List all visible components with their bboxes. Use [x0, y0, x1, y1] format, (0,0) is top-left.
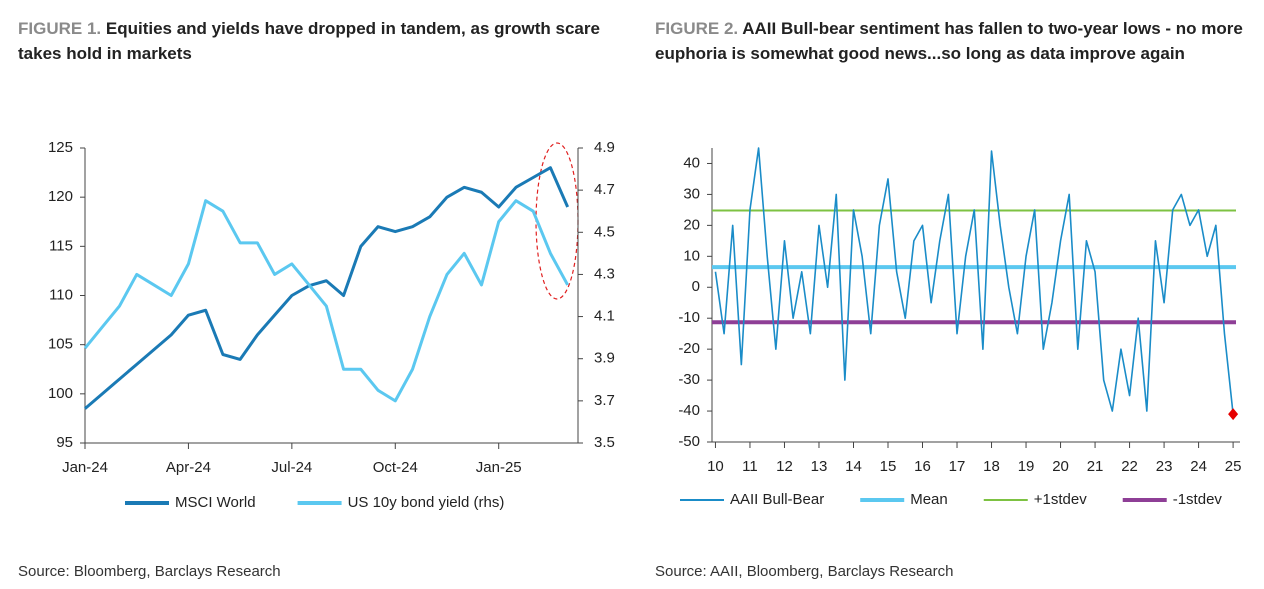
y2-tick-label: 4.1	[594, 308, 615, 325]
y-tick-label: -20	[678, 340, 700, 357]
x-tick-label: 21	[1087, 458, 1104, 475]
x-tick-label: 18	[983, 458, 1000, 475]
y-tick-label: -50	[678, 433, 700, 450]
x-tick-label: Apr-24	[166, 459, 211, 476]
y2-tick-label: 3.7	[594, 392, 615, 409]
x-tick-label: 14	[845, 458, 862, 475]
x-tick-label: Jul-24	[271, 459, 312, 476]
x-tick-label: 15	[880, 458, 897, 475]
figure-label: FIGURE 1.	[18, 19, 102, 38]
legend-label: +1stdev	[1034, 491, 1087, 508]
legend-label: AAII Bull-Bear	[730, 491, 824, 508]
y2-tick-label: 4.5	[594, 223, 615, 240]
y-tick-label: -40	[678, 402, 700, 419]
source: Source: AAII, Bloomberg, Barclays Resear…	[655, 563, 954, 580]
y-tick-label: -10	[678, 309, 700, 326]
y2-tick-label: 3.9	[594, 350, 615, 367]
x-tick-label: 24	[1190, 458, 1207, 475]
y-tick-label: 20	[683, 216, 700, 233]
x-tick-label: 11	[742, 458, 758, 475]
y-tick-label: 10	[683, 247, 700, 264]
x-tick-label: 23	[1156, 458, 1173, 475]
x-tick-label: 22	[1121, 458, 1138, 475]
y-tick-label: 100	[48, 385, 73, 402]
y-tick-label: 110	[49, 286, 73, 303]
y-tick-label: 120	[48, 188, 73, 205]
x-tick-label: 13	[811, 458, 828, 475]
x-tick-label: 12	[776, 458, 793, 475]
x-tick-label: Jan-24	[62, 459, 108, 476]
source: Source: Bloomberg, Barclays Research	[18, 563, 281, 580]
y2-tick-label: 4.3	[594, 265, 615, 282]
series-line	[714, 147, 1234, 415]
y-tick-label: 40	[683, 154, 700, 171]
y-tick-label: 125	[48, 139, 73, 156]
y2-tick-label: 3.5	[594, 434, 615, 451]
y-tick-label: 0	[692, 278, 700, 295]
legend-label: MSCI World	[175, 494, 256, 511]
x-tick-label: Jan-25	[476, 459, 522, 476]
legend-label: US 10y bond yield (rhs)	[348, 494, 505, 511]
title-text: Equities and yields have dropped in tand…	[18, 19, 600, 63]
title-text: AAII Bull-bear sentiment has fallen to t…	[655, 19, 1243, 63]
highlight-ellipse	[535, 142, 579, 300]
y2-tick-label: 4.9	[594, 139, 615, 156]
x-tick-label: 20	[1052, 458, 1069, 475]
y-tick-label: 95	[56, 434, 73, 451]
y-tick-label: 115	[49, 237, 73, 254]
x-tick-label: Oct-24	[373, 459, 418, 476]
legend-label: -1stdev	[1173, 491, 1223, 508]
x-tick-label: 17	[949, 458, 966, 475]
figure-title: FIGURE 1. Equities and yields have dropp…	[18, 16, 618, 66]
y-tick-label: -30	[678, 371, 700, 388]
x-tick-label: 16	[914, 458, 931, 475]
x-tick-label: 10	[707, 458, 724, 475]
figure-label: FIGURE 2.	[655, 19, 739, 38]
x-tick-label: 19	[1018, 458, 1035, 475]
series-line	[84, 166, 570, 410]
legend-label: Mean	[910, 491, 948, 508]
y-tick-label: 105	[48, 336, 73, 353]
x-tick-label: 25	[1225, 458, 1242, 475]
series-line	[83, 199, 569, 403]
y2-tick-label: 4.7	[594, 181, 615, 198]
last-point-marker	[1228, 408, 1239, 421]
figure-title: FIGURE 2. AAII Bull-bear sentiment has f…	[655, 16, 1245, 66]
y-tick-label: 30	[683, 185, 700, 202]
